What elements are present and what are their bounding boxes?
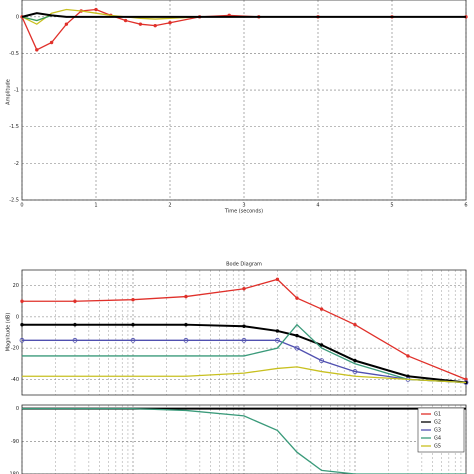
y-tick-label: -1	[14, 88, 19, 94]
x-tick-label: 4	[316, 203, 319, 209]
series-marker	[138, 22, 143, 26]
y-tick-label: -20	[11, 346, 19, 352]
y-tick-label: -1.5	[9, 124, 19, 130]
plot-frame	[21, 404, 467, 474]
series-marker	[295, 333, 299, 338]
series-marker	[64, 22, 69, 26]
series-marker	[353, 322, 357, 327]
x-tick-label: 6	[464, 203, 467, 209]
series-line	[21, 12, 466, 18]
legend-label: G4	[434, 436, 441, 442]
series-marker	[94, 7, 98, 12]
y-tick-label: 20	[13, 283, 19, 289]
series-marker	[35, 48, 39, 52]
x-tick-label: 0	[20, 203, 23, 209]
legend-label: G3	[434, 428, 441, 434]
x-tick-label: 5	[390, 203, 393, 209]
series-marker	[183, 337, 189, 343]
series-marker	[353, 358, 357, 363]
series-marker	[72, 337, 78, 343]
x-tick-label: 3	[242, 203, 245, 209]
series-marker	[295, 296, 299, 300]
chart-title: Bode Diagram	[226, 262, 262, 268]
series-marker	[168, 21, 172, 25]
y-tick-label: 0	[16, 14, 19, 20]
series-marker	[184, 322, 188, 327]
series-marker	[184, 294, 188, 299]
y-tick-label: -2.5	[9, 198, 19, 204]
series-marker	[123, 18, 128, 23]
series-marker	[275, 277, 280, 282]
series-marker	[275, 337, 280, 343]
series-marker	[20, 299, 24, 303]
series-marker	[131, 297, 135, 302]
series-line	[22, 366, 467, 384]
series-marker	[19, 337, 25, 343]
series-marker	[242, 324, 246, 328]
x-tick-label: 1	[94, 203, 97, 209]
series-marker	[130, 337, 136, 343]
series-marker	[242, 287, 246, 291]
y-axis-label: Amplitude	[6, 79, 12, 105]
series-line	[22, 339, 467, 384]
y-tick-label: -90	[11, 439, 19, 445]
series-marker	[319, 358, 324, 364]
x-axis-label: Time (seconds)	[224, 209, 263, 215]
series-line	[22, 407, 466, 474]
series-marker	[241, 337, 247, 343]
y-tick-label: -180	[8, 472, 19, 474]
legend-label: G5	[434, 444, 441, 450]
series-marker	[294, 345, 300, 351]
series-marker	[131, 322, 135, 327]
series-marker	[406, 354, 410, 358]
y-tick-label: -40	[11, 377, 19, 383]
series-marker	[73, 322, 77, 327]
y-tick-label: -2	[14, 161, 19, 167]
plot-frame	[21, 0, 467, 201]
series-marker	[319, 307, 324, 311]
series-marker	[319, 343, 324, 347]
x-tick-label: 2	[168, 203, 171, 209]
series-line	[22, 323, 467, 384]
series-marker	[352, 369, 358, 374]
plot-frame	[21, 269, 467, 396]
series-marker	[153, 23, 157, 28]
series-marker	[275, 329, 280, 333]
legend-label: G1	[434, 412, 441, 418]
series-line	[22, 323, 467, 384]
series-marker	[73, 299, 77, 303]
y-axis-label: Magnitude (dB)	[6, 313, 12, 352]
y-tick-label: 0	[16, 314, 19, 320]
legend-label: G2	[434, 420, 441, 426]
series-marker	[20, 322, 24, 327]
series-marker	[49, 40, 54, 45]
y-tick-label: -0.5	[9, 51, 19, 57]
y-tick-label: 0	[16, 406, 19, 412]
